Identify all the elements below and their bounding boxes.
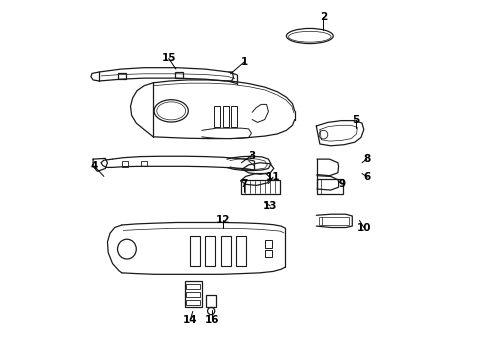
Text: 2: 2 xyxy=(320,12,327,22)
Bar xyxy=(141,161,147,166)
Text: 9: 9 xyxy=(339,179,346,189)
Bar xyxy=(175,72,183,78)
Bar xyxy=(231,106,237,127)
Bar xyxy=(220,236,231,266)
Bar xyxy=(223,106,229,127)
Text: 5: 5 xyxy=(352,114,360,125)
Bar xyxy=(205,236,216,266)
Text: 3: 3 xyxy=(248,150,255,161)
Text: 11: 11 xyxy=(266,172,280,182)
Bar xyxy=(190,236,200,266)
Bar xyxy=(186,300,200,305)
Bar xyxy=(118,73,126,79)
Text: 10: 10 xyxy=(357,222,371,233)
Bar xyxy=(241,180,280,194)
Bar xyxy=(319,217,349,225)
Text: 13: 13 xyxy=(263,201,277,211)
Text: 4: 4 xyxy=(91,161,98,171)
Bar xyxy=(215,106,220,127)
Bar xyxy=(122,161,128,167)
Text: 12: 12 xyxy=(216,215,231,225)
Bar xyxy=(186,284,200,289)
Bar xyxy=(206,295,216,307)
Text: 6: 6 xyxy=(364,172,371,182)
Bar xyxy=(317,179,343,194)
Text: 15: 15 xyxy=(161,53,176,63)
Bar xyxy=(185,281,202,307)
Bar xyxy=(186,292,200,297)
Text: 16: 16 xyxy=(205,315,219,325)
Text: 7: 7 xyxy=(241,179,248,189)
Text: 1: 1 xyxy=(241,57,248,67)
Bar xyxy=(265,240,272,248)
Text: 8: 8 xyxy=(363,154,370,164)
Bar xyxy=(265,250,272,257)
Bar xyxy=(236,236,245,266)
Text: 14: 14 xyxy=(183,315,197,325)
